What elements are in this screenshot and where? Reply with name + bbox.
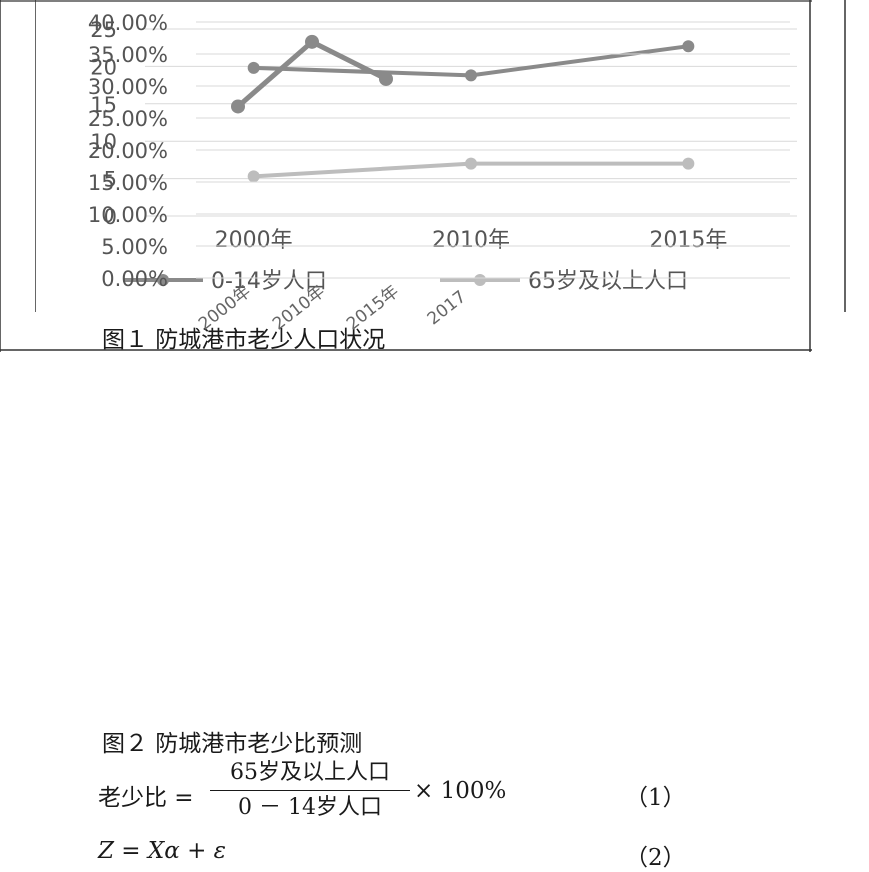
y-tick-label: 40.00% [88,11,168,35]
ratio-chart-svg: 0.00% 5.00% 10.00% 15.00% 20.00% 25.00% 30.00%… [0,0,812,352]
data-point [682,40,695,53]
x-tick-label: 2000年 [215,228,293,253]
y-tick-label: 0.00% [101,267,168,291]
legend-marker [474,274,486,286]
data-point [465,157,477,170]
equation1-denominator: 0 － 14岁人口 [238,795,382,820]
data-point [379,71,393,86]
figure1-caption: 图１ 防城港市老少人口状况 [102,327,386,353]
data-point [247,170,260,183]
x-tick-label: 2010年 [269,282,329,335]
data-point [682,157,695,170]
x-tick-label: 2015年 [649,228,727,253]
y-tick-label: 30.00% [88,75,168,99]
equation1-number: （1） [625,785,686,811]
legend-marker [157,274,169,286]
equation2-body: Z = Xα + ε [98,838,227,864]
legend-label: 65岁及以上人口 [528,269,688,294]
fraction-bar [210,790,410,791]
y-tick-label: 15 [90,93,117,117]
y-tick-label: 15.00% [88,171,168,195]
equation1-fraction: 65岁及以上人口 0 － 14岁人口 [210,758,410,823]
legend-label: 0-14岁人口 [211,269,327,294]
y-tick-label: 0 [104,205,117,229]
y-tick-label: 25 [90,18,117,42]
data-point [465,69,477,82]
y-tick-label: 20 [90,55,117,79]
figure2-caption: 图２ 防城港市老少比预测 [102,731,363,757]
equation1-numerator: 65岁及以上人口 [230,760,390,785]
y-tick-label: 25.00% [88,107,168,131]
data-point [231,99,245,114]
equation2-number: （2） [625,845,686,871]
y-tick-label: 5 [104,168,117,192]
equation1-rhs: × 100% [414,778,507,804]
equation1-lhs: 老少比 = [98,785,194,811]
y-tick-label: 10 [90,130,117,154]
y-tick-label: 35.00% [88,43,168,67]
population-chart-svg: 0 5 10 15 20 25 2000年 2010年 2015年 0-14岁人口 65岁及以上人口 [34,0,846,312]
x-tick-label: 2010年 [432,228,510,253]
x-tick-label: 2000年 [195,282,255,335]
y-tick-label: 5.00% [101,235,168,259]
x-tick-label: 2017 [424,287,470,329]
x-tick-label: 2015年 [343,282,403,335]
population-chart: 0 5 10 15 20 25 2000年 2010年 2015年 0-14岁人口 65岁及以上人口 [34,0,847,312]
data-point [305,34,319,49]
ratio-chart: 0.00% 5.00% 10.00% 15.00% 20.00% 25.00% 30.00%… [0,0,812,356]
data-point [247,61,260,74]
y-tick-label: 10.00% [88,203,168,227]
y-tick-label: 20.00% [88,139,168,163]
series-line-0 [236,39,388,109]
